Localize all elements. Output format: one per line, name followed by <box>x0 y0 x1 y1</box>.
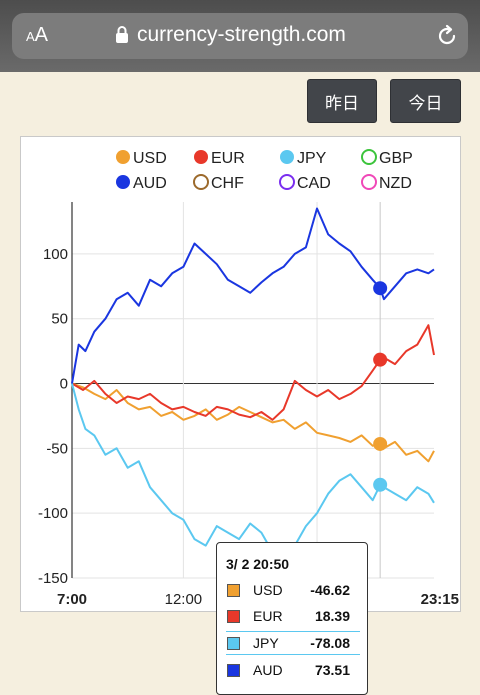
point-marker-jpy <box>373 477 388 492</box>
tooltip-row-aud: AUD 73.51 <box>217 659 369 683</box>
legend-label-gbp: GBP <box>379 150 413 167</box>
tooltip-row-jpy: JPY -78.08 <box>226 631 360 655</box>
currency-strength-chart[interactable]: USD EUR JPY GBP AUD CHF CAD NZD 100 50 0 -50 -100 -15… <box>20 136 461 695</box>
text-size-button[interactable]: AAAA <box>26 24 49 46</box>
usd-swatch <box>227 584 240 597</box>
tooltip-value: 73.51 <box>314 662 350 678</box>
x-tick-label: 23:15 <box>421 591 459 608</box>
legend-marker-usd <box>116 150 130 164</box>
legend-label-aud: AUD <box>133 175 167 192</box>
legend-label-eur: EUR <box>211 150 245 167</box>
tooltip-row-eur: EUR 18.39 <box>217 605 369 629</box>
url-text[interactable]: currency-strength.com <box>137 23 346 46</box>
tooltip-value: 18.39 <box>314 608 350 624</box>
chart-canvas: USD EUR JPY GBP AUD CHF CAD NZD 100 50 0 -50 -100 -15… <box>38 149 459 608</box>
legend-marker-gbp <box>361 149 377 165</box>
y-tick-label: 0 <box>60 376 68 393</box>
legend-label-nzd: NZD <box>379 175 412 192</box>
lock-icon <box>116 26 128 43</box>
y-tick-label: 50 <box>51 311 68 328</box>
jpy-swatch <box>227 637 240 650</box>
tooltip-currency: USD <box>253 582 283 598</box>
aud-swatch <box>227 664 240 677</box>
legend-label-cad: CAD <box>297 175 331 192</box>
legend-marker-eur <box>194 150 208 164</box>
tooltip-currency: AUD <box>253 662 283 678</box>
tooltip-title: 3/ 2 20:50 <box>226 556 290 572</box>
tooltip-currency: JPY <box>253 635 279 651</box>
point-marker-eur <box>373 352 388 367</box>
legend-marker-aud <box>116 175 130 189</box>
chart-tooltip: 3/ 2 20:50 USD -46.62 EUR 18.39 JPY -78.… <box>216 542 368 695</box>
x-tick-label: 7:00 <box>57 591 87 608</box>
legend-marker-cad <box>279 174 295 190</box>
today-button[interactable]: 今日 <box>390 79 461 123</box>
tooltip-value: -78.08 <box>310 635 350 651</box>
eur-swatch <box>227 610 240 623</box>
reload-icon[interactable] <box>435 24 459 48</box>
legend-marker-chf <box>193 174 209 190</box>
yesterday-button[interactable]: 昨日 <box>307 79 377 123</box>
y-tick-label: -150 <box>38 570 68 587</box>
point-marker-usd <box>373 436 388 451</box>
tooltip-currency: EUR <box>253 608 283 624</box>
legend-marker-nzd <box>361 174 377 190</box>
tooltip-row-usd: USD -46.62 <box>217 579 369 603</box>
address-bar[interactable]: AAAA currency-strength.com <box>12 13 468 59</box>
legend-label-jpy: JPY <box>297 150 327 167</box>
y-tick-label: -50 <box>46 440 68 457</box>
legend-label-usd: USD <box>133 150 167 167</box>
y-tick-label: -100 <box>38 505 68 522</box>
legend-label-chf: CHF <box>211 175 244 192</box>
legend-marker-jpy <box>280 150 294 164</box>
tooltip-value: -46.62 <box>310 582 350 598</box>
point-marker-aud <box>373 281 388 296</box>
x-tick-label: 12:00 <box>165 591 203 608</box>
browser-toolbar: AAAA currency-strength.com <box>0 0 480 72</box>
y-tick-label: 100 <box>43 246 68 263</box>
